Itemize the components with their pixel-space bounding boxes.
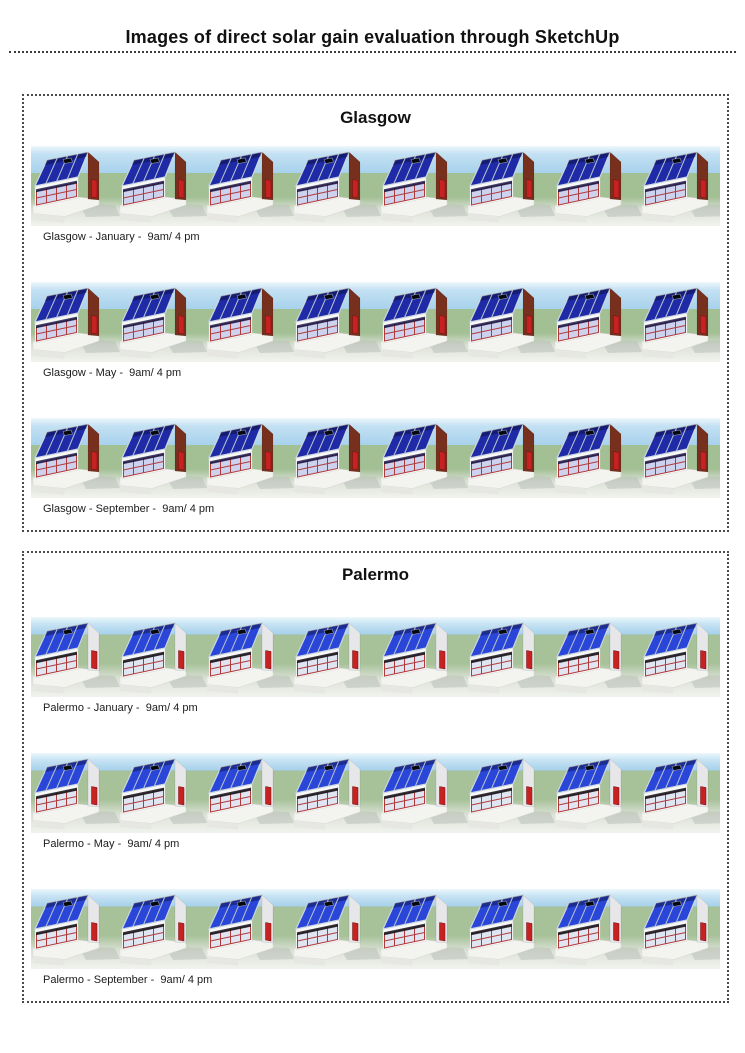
house-render (206, 287, 295, 360)
figure-caption: Palermo - January - 9am/ 4 pm (43, 702, 198, 714)
figure-caption: Glasgow - September - 9am/ 4 pm (43, 503, 215, 515)
figure-row: Palermo - May - 9am/ 4 pm (31, 753, 720, 851)
house-render (206, 758, 295, 831)
figure-caption: Glasgow - January - 9am/ 4 pm (43, 231, 200, 243)
house-render (293, 423, 382, 496)
house-render (467, 151, 556, 224)
title-divider (9, 51, 736, 53)
house-render (32, 894, 121, 967)
palermo-rows: Palermo - January - 9am/ 4 pm Palermo - … (31, 617, 720, 987)
page-title: Images of direct solar gain evaluation t… (125, 27, 620, 47)
house-render (554, 151, 643, 224)
section-glasgow: Glasgow Glasgow - January - 9am/ 4 pm Gl… (22, 94, 729, 532)
section-palermo: Palermo Palermo - January - 9am/ 4 pm Pa… (22, 551, 729, 1003)
house-render (467, 894, 556, 967)
house-render (293, 622, 382, 695)
house-render (641, 894, 720, 967)
house-render (119, 423, 208, 496)
render-strip-glasgow-may (31, 282, 720, 362)
house-row-image (32, 151, 720, 224)
house-render (206, 622, 295, 695)
house-render (32, 622, 121, 695)
house-row-image (32, 894, 720, 967)
figure-row: Glasgow - September - 9am/ 4 pm (31, 418, 720, 516)
house-render (32, 423, 121, 496)
section-title-glasgow: Glasgow (340, 108, 411, 127)
house-render (467, 423, 556, 496)
house-row-image (32, 622, 720, 695)
house-render (206, 151, 295, 224)
house-render (467, 758, 556, 831)
house-render (554, 287, 643, 360)
house-render (119, 894, 208, 967)
house-render (206, 423, 295, 496)
house-render (380, 894, 469, 967)
house-render (206, 894, 295, 967)
house-render (641, 622, 720, 695)
house-render (380, 423, 469, 496)
house-render (554, 423, 643, 496)
house-render (467, 622, 556, 695)
house-render (641, 151, 720, 224)
house-render (293, 287, 382, 360)
figure-row: Palermo - January - 9am/ 4 pm (31, 617, 720, 715)
house-render (293, 151, 382, 224)
figure-caption: Palermo - September - 9am/ 4 pm (43, 974, 213, 986)
house-render (293, 894, 382, 967)
house-render (467, 287, 556, 360)
house-render (554, 894, 643, 967)
render-strip-glasgow-september (31, 418, 720, 498)
figure-row: Palermo - September - 9am/ 4 pm (31, 889, 720, 987)
house-row-image (32, 423, 720, 496)
house-render (293, 758, 382, 831)
house-row-image (32, 287, 720, 360)
house-render (641, 423, 720, 496)
house-row-image (32, 758, 720, 831)
render-strip-palermo-may (31, 753, 720, 833)
figure-row: Glasgow - May - 9am/ 4 pm (31, 282, 720, 380)
house-render (32, 151, 121, 224)
house-render (380, 758, 469, 831)
house-render (380, 622, 469, 695)
house-render (380, 151, 469, 224)
house-render (119, 287, 208, 360)
house-render (32, 758, 121, 831)
house-render (380, 287, 469, 360)
glasgow-rows: Glasgow - January - 9am/ 4 pm Glasgow - … (31, 146, 720, 516)
figure-caption: Palermo - May - 9am/ 4 pm (43, 838, 180, 850)
render-strip-palermo-january (31, 617, 720, 697)
figure-row: Glasgow - January - 9am/ 4 pm (31, 146, 720, 244)
house-render (119, 758, 208, 831)
house-render (119, 151, 208, 224)
figure-caption: Glasgow - May - 9am/ 4 pm (43, 367, 182, 379)
house-render (32, 287, 121, 360)
render-strip-glasgow-january (31, 146, 720, 226)
render-strip-palermo-september (31, 889, 720, 969)
house-render (641, 287, 720, 360)
section-title-palermo: Palermo (341, 565, 410, 584)
house-render (554, 758, 643, 831)
house-render (641, 758, 720, 831)
house-render (554, 622, 643, 695)
house-render (119, 622, 208, 695)
